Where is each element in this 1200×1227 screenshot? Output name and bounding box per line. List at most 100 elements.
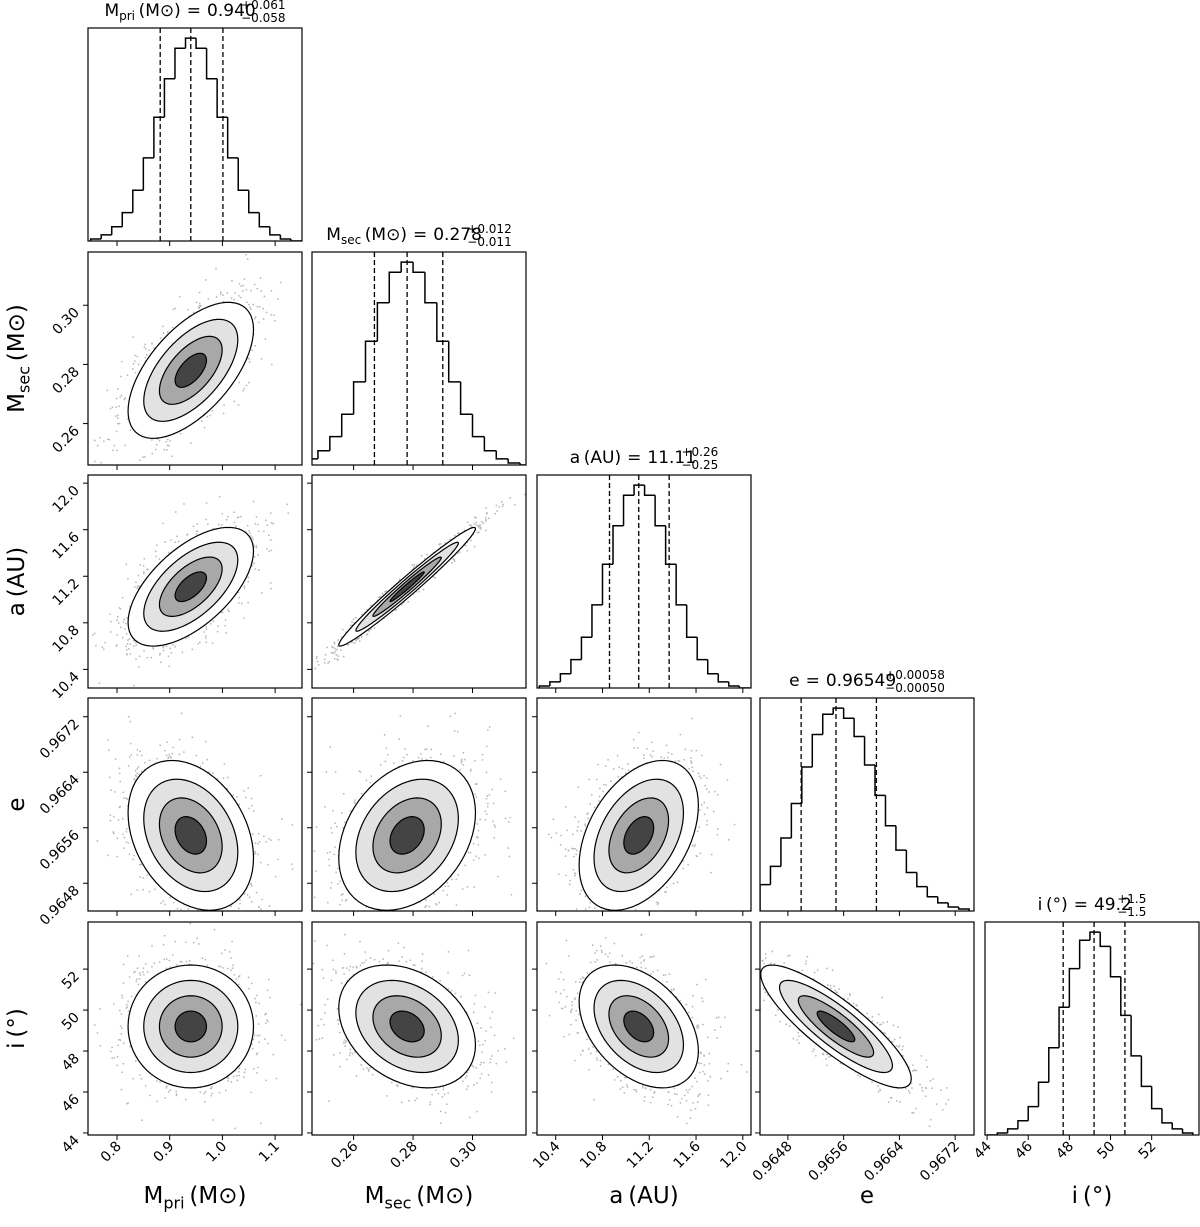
label-sub: pri: [119, 9, 135, 23]
hist-step: [1130, 1015, 1142, 1057]
x-tick-label: 0.9664: [861, 1138, 907, 1184]
label-symbol: e: [4, 797, 30, 811]
y-tick-label: 0.28: [49, 364, 82, 397]
panel-frame: [759, 921, 975, 1136]
label-unit: (M⊙): [189, 1183, 246, 1209]
panel-frame: [536, 474, 752, 689]
hist-step: [957, 906, 970, 911]
hist-step: [832, 707, 844, 715]
density-panel: [314, 493, 526, 670]
density-panel: [312, 933, 515, 1125]
hist-step: [801, 766, 813, 804]
contour: [143, 979, 239, 1074]
hist-step: [184, 37, 197, 49]
hist-step: [507, 458, 521, 464]
density-level: [175, 353, 207, 388]
x-axis-label: e: [860, 1183, 874, 1209]
hist-step: [388, 271, 402, 303]
panel-title: e = 0.96549: [789, 671, 896, 691]
title-sep: =: [1074, 895, 1088, 915]
hist-step: [996, 1132, 1008, 1135]
contour: [355, 541, 460, 632]
hist-step: [483, 436, 497, 452]
hist-step: [559, 673, 571, 682]
hist-step: [471, 414, 485, 438]
contour: [372, 556, 442, 618]
label-symbol: M: [104, 1, 119, 21]
title-sep: =: [806, 671, 820, 691]
x-tick-label: 0.9: [150, 1139, 177, 1166]
density-panel: [545, 933, 748, 1125]
hist-step: [591, 604, 603, 638]
title-plus: +0.061: [241, 0, 285, 12]
y-tick-label: 10.4: [49, 669, 82, 702]
x-tick-label: 52: [1136, 1139, 1160, 1163]
contour: [143, 778, 239, 893]
contour: [158, 335, 223, 405]
contour: [127, 964, 255, 1089]
label-symbol: e: [789, 671, 799, 691]
panel-frame: [536, 697, 752, 912]
contour: [174, 352, 208, 388]
panel-frame: [311, 697, 527, 912]
contour: [127, 301, 255, 439]
title-value: 49.2: [1094, 895, 1132, 915]
hist-step: [717, 673, 729, 683]
hist-step: [121, 211, 133, 227]
x-tick-label: 11.6: [671, 1138, 704, 1171]
contour: [623, 1010, 655, 1043]
label-unit: (AU): [584, 448, 621, 468]
hist-step: [89, 238, 102, 241]
hist-step: [1078, 939, 1090, 969]
contour: [143, 318, 239, 422]
hist-step: [821, 713, 834, 735]
panel-title: Mpri (M⊙) = 0.940: [104, 1, 255, 23]
hist-step: [601, 563, 614, 605]
contour: [593, 778, 685, 893]
label-sub: sec: [341, 233, 361, 247]
hist-step: [769, 865, 781, 885]
hist-step: [495, 450, 509, 460]
hist-step: [424, 272, 437, 304]
y-tick-label: 52: [59, 969, 83, 993]
hist-step: [216, 78, 228, 119]
label-symbol: a: [4, 602, 30, 616]
contour: [174, 1010, 208, 1043]
hist-step: [696, 637, 708, 661]
density-level: [390, 1011, 425, 1042]
x-axis-label: Msec (M⊙): [365, 1183, 474, 1213]
hist-step: [400, 261, 414, 273]
density-level: [175, 571, 207, 602]
title-value: 0.278: [433, 225, 482, 245]
hist-step: [738, 685, 750, 688]
hist-step: [459, 381, 473, 416]
y-tick-label: 11.2: [49, 576, 82, 609]
x-tick-label: 12.0: [717, 1139, 750, 1172]
histogram: [538, 475, 750, 688]
hist-step: [790, 802, 802, 838]
hist-step: [643, 485, 656, 497]
hist-step: [863, 736, 876, 766]
x-tick-label: 0.8: [98, 1139, 125, 1166]
hist-step: [312, 458, 318, 460]
x-tick-label: 0.26: [328, 1138, 361, 1171]
panel-title: i (°) = 49.2: [1038, 895, 1132, 915]
hist-step: [1140, 1055, 1152, 1088]
y-axis-label: e: [4, 797, 30, 811]
hist-step: [290, 238, 302, 241]
title-plus: +0.012: [467, 222, 511, 236]
hist-step: [258, 212, 270, 228]
y-tick-label: 46: [59, 1091, 83, 1115]
density-panel: [313, 712, 513, 911]
label-unit: (M⊙): [139, 1, 181, 21]
label-symbol: a: [609, 1183, 623, 1209]
title-minus: −0.011: [467, 235, 511, 249]
hist-step: [142, 157, 154, 191]
title-plus: +0.00058: [885, 668, 945, 682]
panel-title: Msec (M⊙) = 0.278: [326, 225, 482, 247]
density-panel: [93, 922, 302, 1135]
x-tick-label: 0.9672: [917, 1139, 963, 1185]
y-tick-label: 0.26: [49, 423, 82, 456]
y-tick-label: 10.8: [49, 622, 82, 655]
hist-step: [226, 117, 239, 159]
